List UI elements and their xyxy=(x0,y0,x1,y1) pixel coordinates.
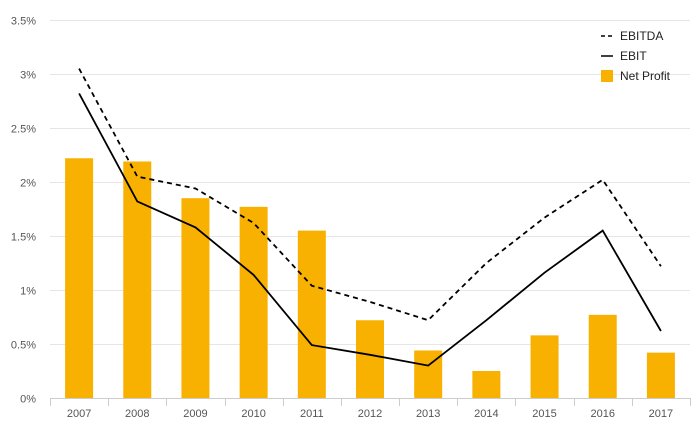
y-tick-label: 0.5% xyxy=(11,340,36,352)
bar-net-profit-2009 xyxy=(181,198,210,398)
x-tick-label: 2009 xyxy=(183,408,207,420)
x-axis: 2007 2008 2009 2010 2011 2012 2013 2014 2015 2016… xyxy=(50,398,691,420)
bar-net-profit-2008 xyxy=(123,161,152,398)
y-tick-label: 3% xyxy=(20,70,36,82)
y-tick-label: 2.5% xyxy=(11,124,36,136)
bar-series-net-profit xyxy=(65,158,675,398)
line-ebitda xyxy=(78,68,662,322)
x-tick-label: 2015 xyxy=(532,408,556,420)
legend-item-ebitda[interactable]: EBITDA xyxy=(601,29,663,43)
legend-item-net-profit[interactable]: Net Profit xyxy=(601,69,671,83)
y-axis: 0% 0.5% 1% 1.5% 2% 2.5% 3% 3.5% xyxy=(11,16,36,406)
bar-net-profit-2011 xyxy=(297,230,326,398)
bar-net-profit-2007 xyxy=(65,158,94,398)
y-tick-label: 1.5% xyxy=(11,232,36,244)
legend-swatch-net-profit xyxy=(601,70,613,82)
line-ebit xyxy=(78,92,662,367)
bar-net-profit-2017 xyxy=(646,352,675,398)
y-tick-label: 0% xyxy=(20,394,36,406)
legend-label-ebit: EBIT xyxy=(620,49,647,63)
x-tick-label: 2011 xyxy=(300,408,324,420)
legend-label-ebitda: EBITDA xyxy=(620,29,663,43)
x-tick-label: 2014 xyxy=(474,408,498,420)
bar-net-profit-2010 xyxy=(239,206,268,398)
x-tick-label: 2016 xyxy=(590,408,614,420)
y-tick-label: 2% xyxy=(20,178,36,190)
bar-net-profit-2014 xyxy=(472,371,501,398)
legend-label-net-profit: Net Profit xyxy=(620,69,671,83)
x-tick-label: 2012 xyxy=(358,408,382,420)
line-series xyxy=(78,68,662,367)
y-tick-label: 1% xyxy=(20,286,36,298)
gridlines xyxy=(50,20,690,345)
x-tick-label: 2010 xyxy=(241,408,265,420)
bar-net-profit-2016 xyxy=(588,314,617,398)
x-tick-label: 2008 xyxy=(125,408,149,420)
y-tick-label: 3.5% xyxy=(11,16,36,28)
bar-net-profit-2015 xyxy=(530,335,559,398)
x-tick-label: 2017 xyxy=(649,408,673,420)
x-tick-label: 2013 xyxy=(416,408,440,420)
bar-net-profit-2012 xyxy=(356,320,384,398)
legend-item-ebit[interactable]: EBIT xyxy=(601,49,647,63)
x-tick-label: 2007 xyxy=(67,408,91,420)
legend: EBITDA EBIT Net Profit xyxy=(601,29,671,83)
